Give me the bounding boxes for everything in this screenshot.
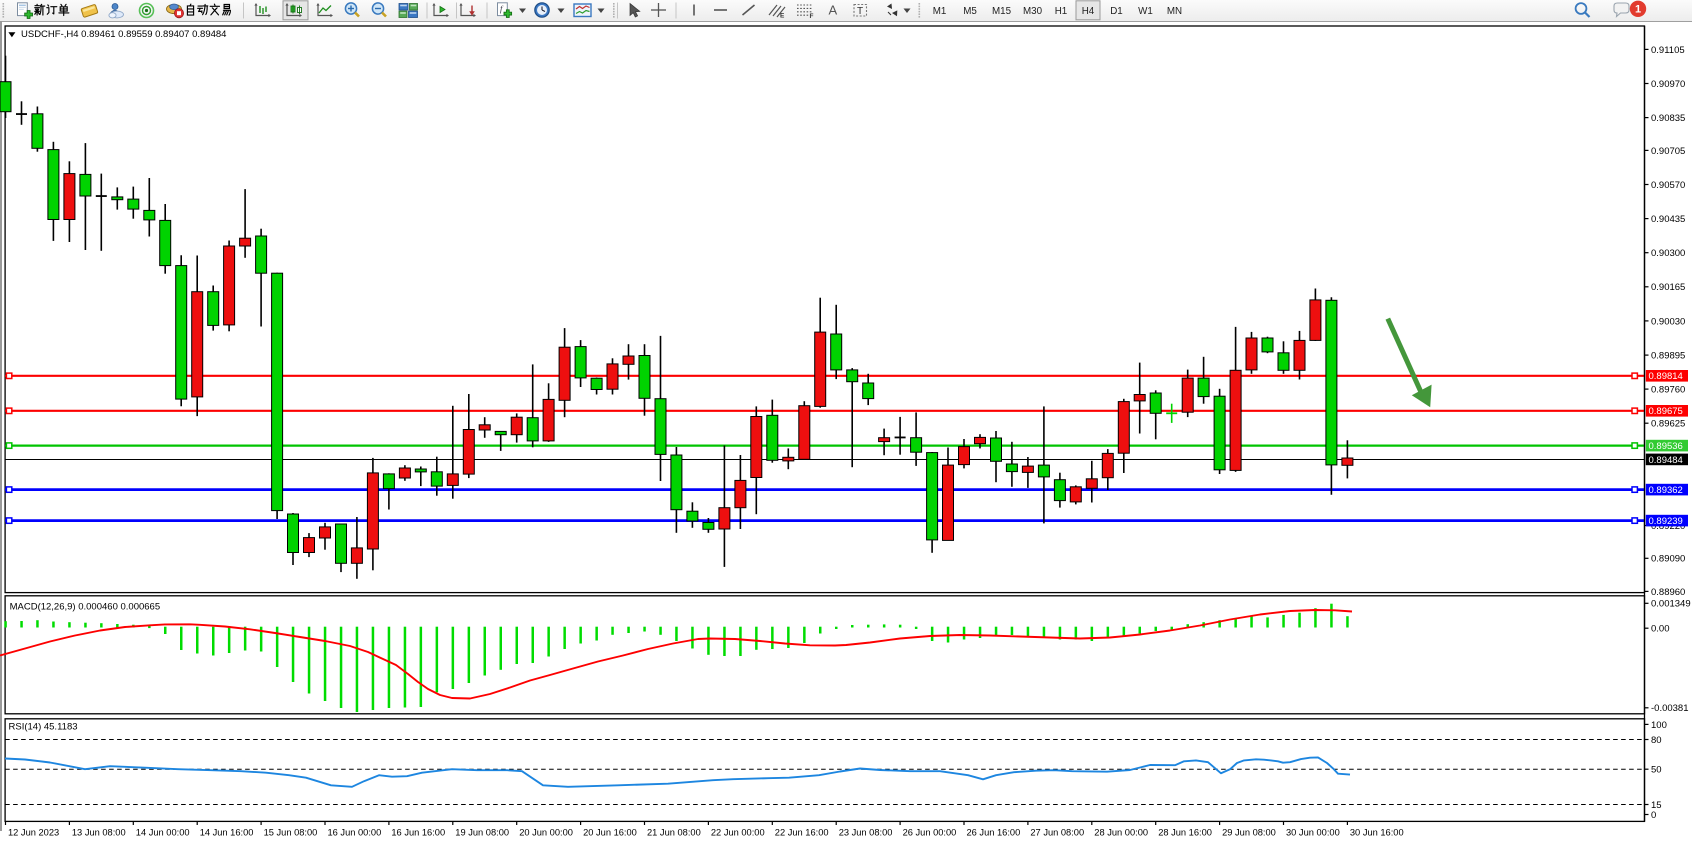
svg-text:26 Jun 00:00: 26 Jun 00:00	[903, 827, 957, 837]
svg-text:RSI(14) 45.1183: RSI(14) 45.1183	[9, 722, 78, 733]
svg-text:0.88960: 0.88960	[1651, 587, 1685, 598]
svg-text:0.90165: 0.90165	[1651, 282, 1685, 293]
svg-text:MN: MN	[1167, 6, 1182, 17]
svg-text:21 Jun 08:00: 21 Jun 08:00	[647, 827, 701, 837]
svg-text:W1: W1	[1138, 6, 1153, 17]
svg-text:20 Jun 16:00: 20 Jun 16:00	[583, 827, 637, 837]
svg-text:16 Jun 00:00: 16 Jun 00:00	[328, 827, 382, 837]
svg-text:13 Jun 08:00: 13 Jun 08:00	[72, 827, 126, 837]
svg-text:0.89625: 0.89625	[1651, 419, 1685, 430]
svg-text:0.001349: 0.001349	[1651, 599, 1691, 610]
svg-text:0.90570: 0.90570	[1651, 180, 1685, 191]
svg-text:0.00: 0.00	[1651, 624, 1670, 635]
svg-text:28 Jun 16:00: 28 Jun 16:00	[1158, 827, 1212, 837]
svg-text:27 Jun 08:00: 27 Jun 08:00	[1030, 827, 1084, 837]
svg-text:-0.00381: -0.00381	[1651, 703, 1689, 714]
svg-text:30 Jun 16:00: 30 Jun 16:00	[1350, 827, 1404, 837]
svg-text:23 Jun 08:00: 23 Jun 08:00	[839, 827, 893, 837]
svg-text:M5: M5	[963, 6, 977, 17]
svg-text:0: 0	[1651, 810, 1656, 821]
svg-text:100: 100	[1651, 720, 1667, 731]
svg-text:15: 15	[1651, 800, 1662, 811]
svg-text:0.89239: 0.89239	[1649, 516, 1683, 527]
svg-text:20 Jun 00:00: 20 Jun 00:00	[519, 827, 573, 837]
svg-text:80: 80	[1651, 735, 1662, 746]
svg-text:D1: D1	[1110, 6, 1123, 17]
svg-text:15 Jun 08:00: 15 Jun 08:00	[264, 827, 318, 837]
svg-text:16 Jun 16:00: 16 Jun 16:00	[391, 827, 445, 837]
svg-text:0.90300: 0.90300	[1651, 248, 1685, 259]
svg-text:M1: M1	[933, 6, 947, 17]
svg-text:0.89220: 0.89220	[1651, 521, 1685, 532]
svg-text:28 Jun 00:00: 28 Jun 00:00	[1094, 827, 1148, 837]
svg-text:22 Jun 00:00: 22 Jun 00:00	[711, 827, 765, 837]
svg-text:50: 50	[1651, 765, 1662, 776]
svg-text:0.89362: 0.89362	[1649, 485, 1683, 496]
svg-text:0.89536: 0.89536	[1649, 441, 1683, 452]
svg-text:14 Jun 00:00: 14 Jun 00:00	[136, 827, 190, 837]
svg-text:M30: M30	[1023, 6, 1043, 17]
svg-text:F: F	[810, 13, 814, 20]
svg-text:22 Jun 16:00: 22 Jun 16:00	[775, 827, 829, 837]
svg-text:0.89760: 0.89760	[1651, 385, 1685, 396]
svg-text:T: T	[857, 6, 863, 17]
svg-text:19 Jun 08:00: 19 Jun 08:00	[455, 827, 509, 837]
svg-text:26 Jun 16:00: 26 Jun 16:00	[967, 827, 1021, 837]
svg-text:USDCHF-,H4 0.89461 0.89559 0.: USDCHF-,H4 0.89461 0.89559 0.89407 0.894…	[21, 29, 226, 40]
svg-text:14 Jun 16:00: 14 Jun 16:00	[200, 827, 254, 837]
svg-text:0.90705: 0.90705	[1651, 146, 1685, 157]
svg-text:12 Jun 2023: 12 Jun 2023	[8, 827, 59, 837]
svg-text:0.89675: 0.89675	[1649, 406, 1683, 417]
svg-text:E: E	[780, 13, 785, 20]
svg-text:0.89814: 0.89814	[1649, 371, 1683, 382]
svg-text:0.89895: 0.89895	[1651, 351, 1685, 362]
svg-text:0.90835: 0.90835	[1651, 113, 1685, 124]
svg-text:29 Jun 08:00: 29 Jun 08:00	[1222, 827, 1276, 837]
svg-text:0.89484: 0.89484	[1649, 455, 1683, 466]
svg-text:30 Jun 00:00: 30 Jun 00:00	[1286, 827, 1340, 837]
svg-text:MACD(12,26,9) 0.000460 0.00066: MACD(12,26,9) 0.000460 0.000665	[10, 601, 161, 612]
svg-text:M15: M15	[992, 6, 1012, 17]
svg-text:H4: H4	[1082, 6, 1095, 17]
svg-text:1: 1	[1635, 4, 1641, 16]
svg-text:0.91105: 0.91105	[1651, 45, 1685, 56]
svg-text:0.90970: 0.90970	[1651, 79, 1685, 90]
svg-text:A: A	[829, 3, 838, 18]
svg-text:0.89090: 0.89090	[1651, 554, 1685, 565]
svg-text:f: f	[500, 4, 504, 14]
svg-text:0.90435: 0.90435	[1651, 214, 1685, 225]
svg-text:H1: H1	[1055, 6, 1068, 17]
svg-text:0.90030: 0.90030	[1651, 316, 1685, 327]
